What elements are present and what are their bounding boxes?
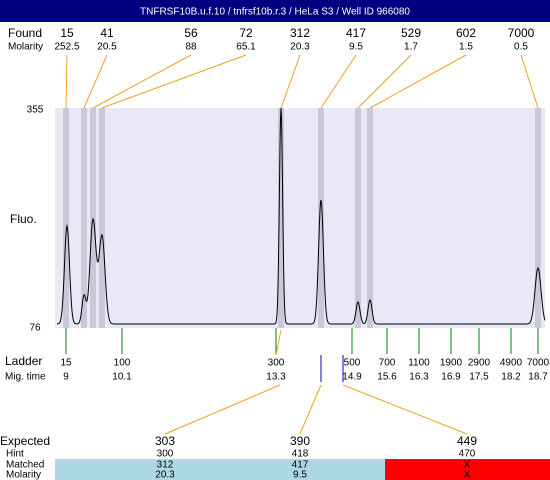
peak-band <box>63 108 69 328</box>
found-size: 56 <box>184 26 198 40</box>
peak-band <box>278 108 284 328</box>
matched-size: 417 <box>292 460 309 471</box>
peak-connector <box>65 54 68 109</box>
trace <box>56 107 546 325</box>
found-size: 41 <box>100 26 114 40</box>
matched-size: 312 <box>157 460 174 471</box>
found-size: 602 <box>456 26 476 40</box>
hint-label: Hint <box>6 449 24 460</box>
expected-size: 303 <box>155 434 175 448</box>
ladder-time: 10.1 <box>112 372 132 383</box>
title-bar <box>0 0 550 22</box>
peak-connector <box>280 54 301 109</box>
found-molarity: 1.5 <box>459 42 473 53</box>
found-size: 72 <box>239 26 253 40</box>
found-molarity: 20.3 <box>290 42 310 53</box>
ladder-time: 18.2 <box>501 372 521 383</box>
matched-molarity: 20.3 <box>155 470 175 480</box>
mig-label: Mig. time <box>5 372 46 383</box>
matched-label: Matched <box>6 460 44 471</box>
ladder-size: 100 <box>114 358 131 369</box>
match-connector <box>275 329 282 356</box>
found-label: Found <box>8 26 42 40</box>
found-molarity: 20.5 <box>97 42 117 53</box>
peak-band <box>535 108 541 328</box>
matched-molarity: X <box>464 470 471 480</box>
found-molarity: 65.1 <box>236 42 256 53</box>
found-molarity: 252.5 <box>54 42 79 53</box>
ladder-size: 1900 <box>440 358 463 369</box>
exp-molarity-label: Molarity <box>6 470 41 480</box>
ladder-time: 16.9 <box>441 372 461 383</box>
expected-connector <box>342 384 468 435</box>
peak-band <box>318 108 324 328</box>
ladder-size: 7000 <box>527 358 550 369</box>
peak-connector <box>320 54 357 109</box>
ladder-time: 9 <box>63 372 69 383</box>
ladder-time: 14.9 <box>342 372 362 383</box>
peak-connector <box>369 54 467 109</box>
ladder-size: 500 <box>344 358 361 369</box>
found-size: 7000 <box>508 26 535 40</box>
ladder-time: 16.3 <box>409 372 429 383</box>
found-size: 417 <box>346 26 366 40</box>
title: TNFRSF10B.u.f.10 / tnfrsf10b.r.3 / HeLa … <box>140 7 410 18</box>
ladder-time: 18.7 <box>528 372 548 383</box>
ladder-size: 2900 <box>468 358 491 369</box>
hint-size: 470 <box>459 449 476 460</box>
hint-size: 300 <box>157 449 174 460</box>
molarity-label: Molarity <box>8 42 43 53</box>
peak-connector <box>357 54 412 109</box>
matched-size: X <box>464 460 471 471</box>
ladder-time: 17.5 <box>469 372 489 383</box>
ladder-time: 13.3 <box>266 372 286 383</box>
peak-connector <box>92 54 192 109</box>
ladder-size: 300 <box>268 358 285 369</box>
peak-band <box>355 108 361 328</box>
peak-band <box>81 108 87 328</box>
peak-connector <box>520 54 539 109</box>
ladder-size: 700 <box>379 358 396 369</box>
peak-connector <box>83 54 108 109</box>
found-molarity: 88 <box>185 42 197 53</box>
peak-connector <box>101 54 247 109</box>
fluo-min: 76 <box>29 323 41 334</box>
peak-band <box>367 108 373 328</box>
found-molarity: 1.7 <box>404 42 418 53</box>
ladder-size: 1100 <box>408 358 430 369</box>
found-molarity: 0.5 <box>514 42 528 53</box>
found-molarity: 9.5 <box>349 42 363 53</box>
found-size: 15 <box>60 26 74 40</box>
peak-band <box>90 108 96 328</box>
ladder-size: 4900 <box>500 358 523 369</box>
fluo-max: 355 <box>27 105 44 116</box>
expected-connector <box>299 384 322 435</box>
plot-area <box>55 108 545 328</box>
expected-size: 390 <box>290 434 310 448</box>
fluo-label: Fluo. <box>10 212 37 226</box>
matched-molarity: 9.5 <box>293 470 307 480</box>
expected-connector <box>164 384 281 435</box>
matched-fail <box>385 459 550 480</box>
expected-size: 449 <box>457 434 477 448</box>
ladder-size: 15 <box>60 358 72 369</box>
hint-size: 418 <box>292 449 309 460</box>
ladder-label: Ladder <box>5 354 42 368</box>
ladder-time: 15.6 <box>377 372 397 383</box>
matched-ok <box>55 459 385 480</box>
expected-label: Expected <box>0 434 50 448</box>
peak-band <box>99 108 105 328</box>
found-size: 312 <box>290 26 310 40</box>
found-size: 529 <box>401 26 421 40</box>
